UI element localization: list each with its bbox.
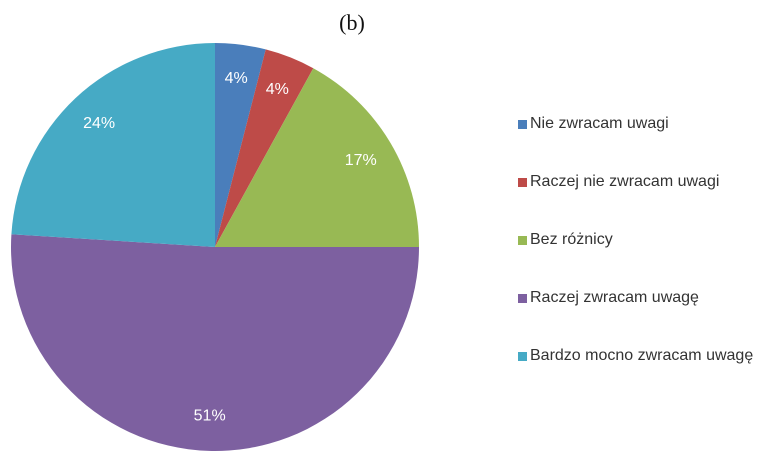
legend-swatch [518,120,527,129]
legend-item: Raczej nie zwracam uwagi [518,172,763,192]
pie-slice [215,49,314,248]
slice-label: 17% [345,152,377,169]
legend-label: Nie zwracam uwagi [530,115,669,132]
slice-label: 24% [83,115,115,132]
pie-slice [11,234,419,451]
legend-label: Raczej nie zwracam uwagi [530,173,720,190]
chart-title: (b) [339,10,365,35]
legend-item: Bardzo mocno zwracam uwagę [518,346,763,366]
slice-label: 4% [266,81,289,98]
legend-label: Raczej zwracam uwagę [530,289,699,306]
slice-label: 51% [194,407,226,424]
legend-swatch [518,294,527,303]
pie-slice [215,68,420,248]
legend-item: Raczej zwracam uwagę [518,288,763,308]
slice-label: 4% [225,70,248,87]
pie-slice [215,43,266,247]
legend-swatch [518,352,527,361]
legend-label: Bez różnicy [530,231,613,248]
legend-swatch [518,236,527,245]
pie-slice [11,43,216,247]
legend-item: Nie zwracam uwagi [518,114,763,134]
legend-label: Bardzo mocno zwracam uwagę [530,347,754,364]
legend-swatch [518,178,527,187]
legend-item: Bez różnicy [518,230,763,250]
